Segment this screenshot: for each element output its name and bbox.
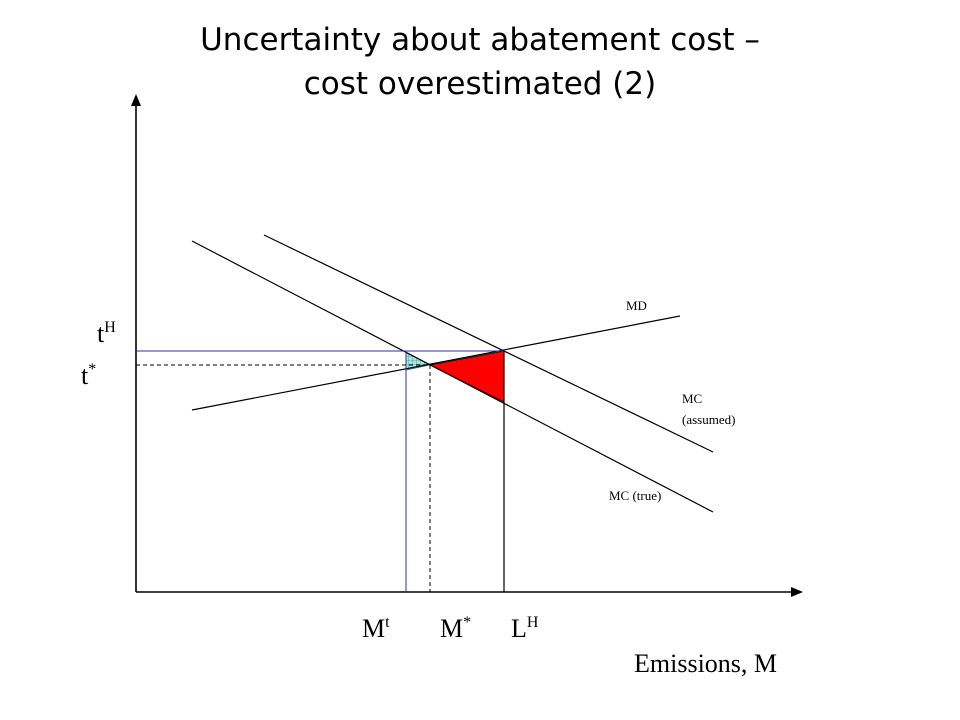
mc-true-label: MC (true) bbox=[609, 488, 661, 503]
md-label: MD bbox=[626, 298, 647, 313]
l-high-label: LH bbox=[511, 614, 539, 643]
mc-true-curve bbox=[191, 240, 714, 513]
m-star-label: M* bbox=[440, 614, 471, 643]
t-high-label: tH bbox=[97, 319, 116, 348]
title-line-1: Uncertainty about abatement cost – bbox=[200, 22, 760, 58]
x-axis-title: Emissions, M bbox=[634, 649, 777, 678]
t-star-label: t* bbox=[81, 361, 96, 390]
x-axis-arrow bbox=[791, 587, 803, 597]
md-curve bbox=[191, 315, 681, 411]
title-line-2: cost overestimated (2) bbox=[303, 66, 657, 102]
slide-title: Uncertainty about abatement cost – cost … bbox=[0, 18, 960, 106]
loss-triangle bbox=[428, 350, 505, 403]
mc-assumed-curve bbox=[263, 234, 714, 453]
mc-assumed-label-2: (assumed) bbox=[682, 412, 735, 427]
m-t-label: Mt bbox=[362, 614, 390, 643]
mc-assumed-label-1: MC bbox=[682, 391, 702, 406]
y-axis-arrow bbox=[131, 94, 141, 106]
